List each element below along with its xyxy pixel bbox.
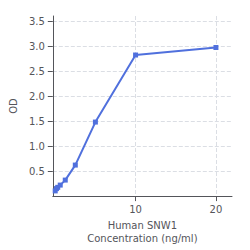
svg-text:Concentration (ng/ml): Concentration (ng/ml) bbox=[87, 233, 197, 244]
svg-text:2.0: 2.0 bbox=[29, 91, 45, 102]
svg-text:3.0: 3.0 bbox=[29, 41, 45, 52]
svg-text:1.5: 1.5 bbox=[29, 116, 45, 127]
svg-text:0.5: 0.5 bbox=[29, 166, 45, 177]
svg-text:3.5: 3.5 bbox=[29, 16, 45, 27]
svg-text:20: 20 bbox=[210, 204, 223, 215]
svg-text:2.5: 2.5 bbox=[29, 66, 45, 77]
svg-text:Human SNW1: Human SNW1 bbox=[108, 220, 177, 231]
svg-text:10: 10 bbox=[129, 204, 142, 215]
svg-text:OD: OD bbox=[8, 98, 19, 114]
svg-text:1.0: 1.0 bbox=[29, 141, 45, 152]
